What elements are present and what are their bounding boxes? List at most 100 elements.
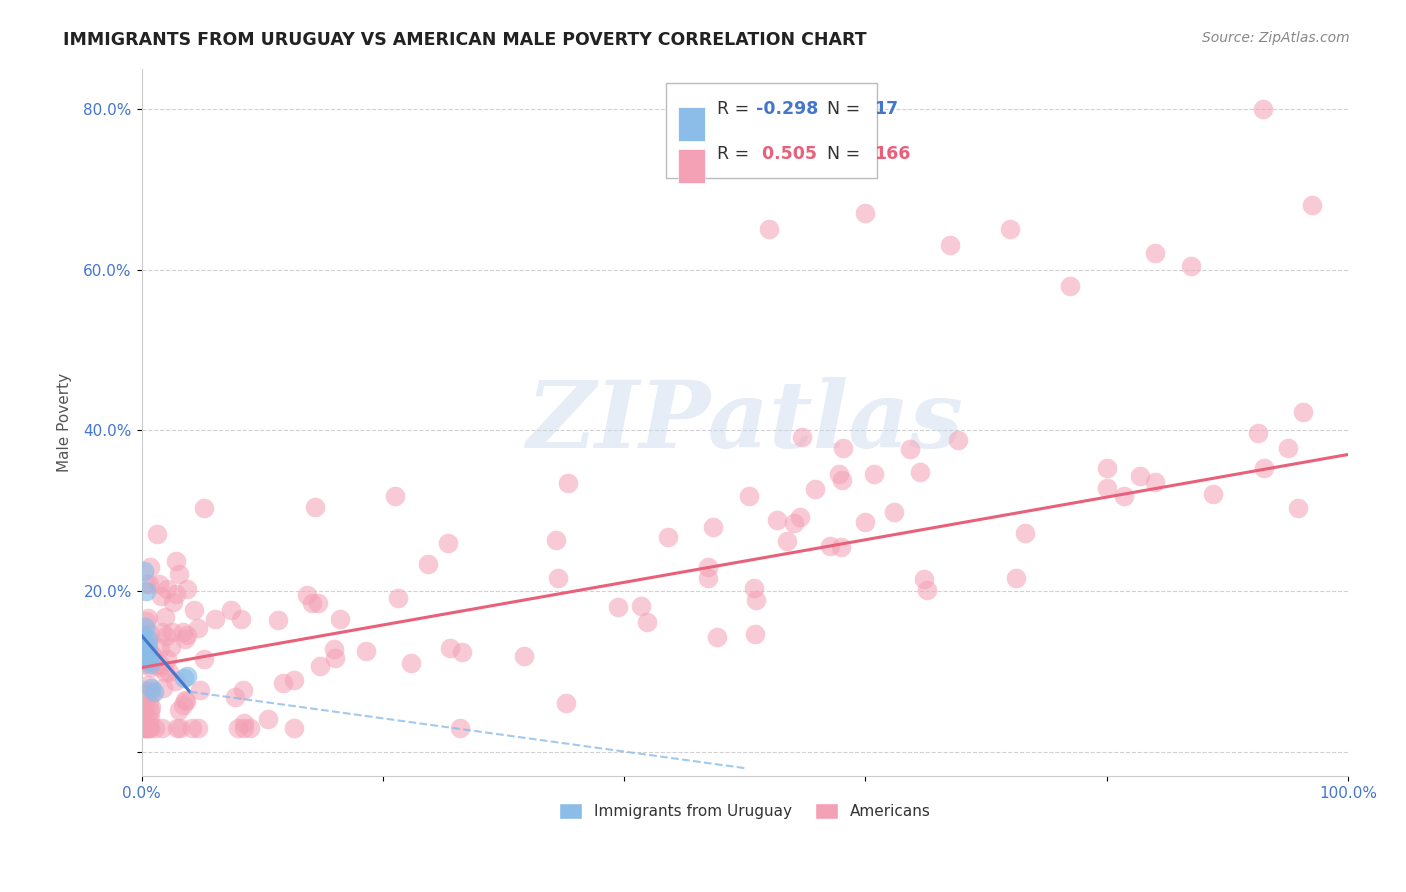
- Point: [853, 515, 876, 529]
- Point: [138, 660, 160, 674]
- Point: [745, 593, 768, 607]
- Point: [188, 683, 211, 698]
- Point: [155, 610, 177, 624]
- Point: [187, 621, 209, 635]
- Point: [136, 652, 159, 666]
- Text: 17: 17: [873, 101, 898, 119]
- Point: [142, 648, 165, 663]
- Point: [271, 676, 294, 690]
- Point: [908, 465, 931, 479]
- Point: [132, 721, 155, 735]
- Point: [283, 721, 305, 735]
- Point: [257, 712, 280, 726]
- Point: [702, 520, 724, 534]
- Point: [853, 206, 876, 220]
- Point: [141, 681, 163, 695]
- Point: [132, 564, 155, 578]
- Point: [697, 560, 720, 574]
- Point: [149, 657, 172, 671]
- Text: IMMIGRANTS FROM URUGUAY VS AMERICAN MALE POVERTY CORRELATION CHART: IMMIGRANTS FROM URUGUAY VS AMERICAN MALE…: [63, 31, 868, 49]
- Point: [163, 673, 186, 688]
- Point: [939, 238, 962, 252]
- FancyBboxPatch shape: [666, 83, 877, 178]
- Point: [165, 554, 187, 568]
- Point: [325, 651, 347, 665]
- Point: [135, 721, 157, 735]
- Point: [449, 721, 471, 735]
- Point: [636, 615, 658, 629]
- Y-axis label: Male Poverty: Male Poverty: [58, 373, 72, 472]
- Point: [134, 620, 156, 634]
- Text: -0.298: -0.298: [755, 101, 818, 119]
- Text: Source: ZipAtlas.com: Source: ZipAtlas.com: [1202, 31, 1350, 45]
- Point: [172, 624, 194, 639]
- Point: [176, 582, 198, 596]
- Point: [169, 721, 191, 735]
- Point: [162, 595, 184, 609]
- Point: [132, 698, 155, 712]
- Point: [132, 628, 155, 642]
- Point: [232, 715, 254, 730]
- Point: [1129, 469, 1152, 483]
- Point: [176, 628, 198, 642]
- Point: [766, 512, 789, 526]
- Point: [167, 703, 190, 717]
- Point: [135, 648, 157, 663]
- Point: [166, 721, 188, 735]
- Point: [150, 589, 173, 603]
- Text: 0.505: 0.505: [755, 145, 817, 163]
- Point: [818, 539, 841, 553]
- Point: [135, 576, 157, 591]
- Point: [136, 632, 159, 647]
- Point: [437, 536, 460, 550]
- Point: [830, 540, 852, 554]
- FancyBboxPatch shape: [678, 107, 704, 142]
- Point: [173, 632, 195, 647]
- Point: [224, 690, 246, 704]
- FancyBboxPatch shape: [678, 149, 704, 183]
- Point: [138, 711, 160, 725]
- Point: [141, 687, 163, 701]
- Point: [135, 721, 157, 735]
- Point: [174, 694, 197, 708]
- Point: [307, 596, 329, 610]
- Point: [138, 559, 160, 574]
- Point: [301, 596, 323, 610]
- Point: [557, 475, 579, 490]
- Point: [1180, 259, 1202, 273]
- Point: [1253, 102, 1275, 116]
- Point: [132, 636, 155, 650]
- Point: [1143, 246, 1166, 260]
- Point: [998, 222, 1021, 236]
- Point: [267, 614, 290, 628]
- Point: [136, 640, 159, 655]
- Point: [139, 683, 162, 698]
- Point: [149, 659, 172, 673]
- Point: [742, 582, 765, 596]
- Point: [136, 637, 159, 651]
- Point: [1202, 487, 1225, 501]
- Point: [134, 640, 156, 655]
- Point: [737, 489, 759, 503]
- Point: [136, 611, 159, 625]
- Point: [221, 602, 243, 616]
- Point: [946, 433, 969, 447]
- Point: [1277, 441, 1299, 455]
- Point: [356, 644, 378, 658]
- Point: [744, 626, 766, 640]
- Point: [1292, 405, 1315, 419]
- Point: [134, 644, 156, 658]
- Point: [135, 584, 157, 599]
- Point: [132, 717, 155, 731]
- Point: [297, 588, 319, 602]
- Point: [138, 652, 160, 666]
- Point: [156, 582, 179, 596]
- Point: [132, 648, 155, 663]
- Point: [173, 693, 195, 707]
- Point: [204, 612, 226, 626]
- Text: N =: N =: [815, 101, 866, 119]
- Point: [706, 630, 728, 644]
- Point: [776, 534, 799, 549]
- Point: [141, 699, 163, 714]
- Point: [172, 698, 194, 712]
